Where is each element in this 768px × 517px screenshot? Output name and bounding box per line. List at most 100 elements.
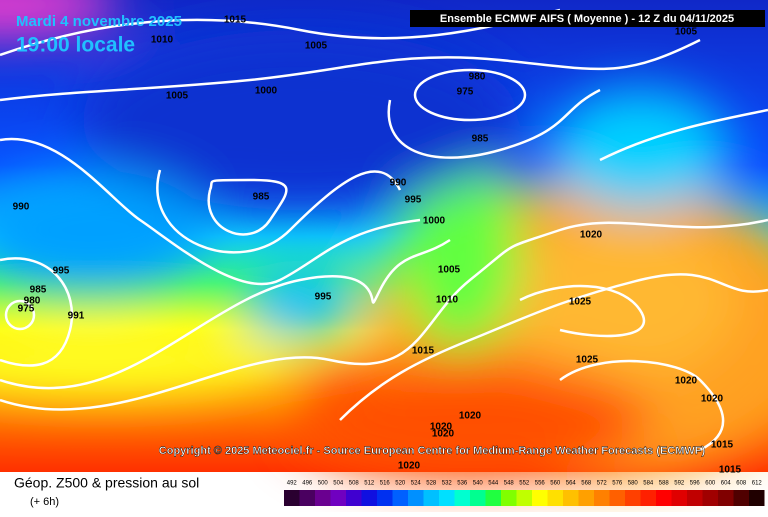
isobar-label: 1020 — [580, 230, 603, 241]
isobars — [0, 8, 768, 452]
isobar-label: 1020 — [675, 376, 698, 387]
scale-label: 524 — [411, 481, 422, 487]
date: Mardi 4 novembre 2025 — [16, 13, 182, 30]
isobar-label: 1005 — [305, 41, 328, 52]
copyright: Copyright © 2025 Meteociel.fr - Source E… — [159, 445, 706, 457]
isobar-label: 1025 — [576, 355, 599, 366]
scale-label: 508 — [349, 481, 360, 487]
isobar-label: 995 — [53, 266, 70, 277]
scale-swatch — [532, 490, 548, 506]
isobar-label: 1005 — [166, 91, 189, 102]
scale-label: 588 — [659, 481, 670, 487]
scale-swatch — [361, 490, 377, 506]
isobar-label: 1005 — [675, 27, 698, 38]
scale-label: 548 — [504, 481, 515, 487]
scale-swatch — [656, 490, 672, 506]
scale-swatch — [563, 490, 579, 506]
scale-swatch — [702, 490, 718, 506]
scale-label: 532 — [442, 481, 453, 487]
scale-swatch — [749, 490, 765, 506]
isobar-label: 1010 — [151, 35, 174, 46]
isobar-label: 1025 — [569, 297, 592, 308]
scale-label: 504 — [333, 481, 344, 487]
scale-label: 492 — [287, 481, 298, 487]
isobar-label: 995 — [315, 292, 332, 303]
scale-swatch — [671, 490, 687, 506]
isobar-label: 1005 — [438, 265, 461, 276]
scale-label: 500 — [318, 481, 329, 487]
scale-label: 516 — [380, 481, 391, 487]
scale-label: 496 — [302, 481, 313, 487]
isobar-label: 1020 — [701, 394, 724, 405]
isobar-label: 1015 — [711, 440, 734, 451]
scale-label: 540 — [473, 481, 484, 487]
scale-swatch — [718, 490, 734, 506]
scale-swatch — [501, 490, 517, 506]
isobar-label: 1000 — [255, 86, 278, 97]
scale-label: 552 — [519, 481, 530, 487]
scale-swatch — [330, 490, 346, 506]
scale-label: 520 — [395, 481, 406, 487]
isobar-label: 1020 — [432, 429, 455, 440]
scale-swatch — [284, 490, 300, 506]
scale-swatch — [485, 490, 501, 506]
isobar-label: 990 — [13, 202, 30, 213]
isobar-label: 1015 — [719, 465, 742, 476]
model-box — [410, 10, 765, 27]
isobar-label: 975 — [18, 304, 35, 315]
scale-label: 580 — [628, 481, 639, 487]
scale-swatch — [423, 490, 439, 506]
scale-label: 576 — [612, 481, 623, 487]
scale-label: 568 — [581, 481, 592, 487]
scale-swatch — [625, 490, 641, 506]
legend-step: (+ 6h) — [30, 496, 59, 508]
model: Ensemble ECMWF AIFS ( Moyenne ) - 12 Z d… — [440, 13, 734, 25]
scale-swatch — [640, 490, 656, 506]
scale-swatch — [454, 490, 470, 506]
scale-swatch — [578, 490, 594, 506]
scale-label: 612 — [752, 481, 763, 487]
scale-label: 528 — [426, 481, 437, 487]
scale-swatch — [408, 490, 424, 506]
scale-label: 608 — [736, 481, 747, 487]
legend-title: Géop. Z500 & pression au sol — [14, 475, 199, 491]
isobar-label: 995 — [405, 195, 422, 206]
scale-label: 584 — [643, 481, 654, 487]
scale-label: 556 — [535, 481, 546, 487]
isobar-label: 1010 — [436, 295, 459, 306]
isobar-label: 1015 — [224, 15, 247, 26]
isobar-label: 1015 — [412, 346, 435, 357]
scale-label: 544 — [488, 481, 499, 487]
scale-swatch — [609, 490, 625, 506]
isobar-label: 985 — [472, 134, 489, 145]
isobar-label: 985 — [30, 285, 47, 296]
isobar-label: 1020 — [459, 411, 482, 422]
scale-swatch — [346, 490, 362, 506]
scale-swatch — [516, 490, 532, 506]
isobar-label: 1020 — [398, 461, 421, 472]
time: 19:00 locale — [16, 34, 135, 57]
scale-label: 512 — [364, 481, 375, 487]
isobar-label: 980 — [24, 296, 41, 307]
scale-swatch — [594, 490, 610, 506]
scale-label: 596 — [690, 481, 701, 487]
scale-swatch — [439, 490, 455, 506]
scale-label: 536 — [457, 481, 468, 487]
scale-label: 560 — [550, 481, 561, 487]
scale-swatch — [299, 490, 315, 506]
isobar-label: 1000 — [423, 216, 446, 227]
scale-swatch — [687, 490, 703, 506]
scale-swatch — [377, 490, 393, 506]
scale-label: 572 — [597, 481, 608, 487]
scale-label: 600 — [705, 481, 716, 487]
scale-swatch — [547, 490, 563, 506]
scale-label: 604 — [721, 481, 732, 487]
isobar-label: 985 — [253, 192, 270, 203]
scale-label: 592 — [674, 481, 685, 487]
scale-swatch — [470, 490, 486, 506]
isobar-label: 980 — [469, 72, 486, 83]
scale-label: 564 — [566, 481, 577, 487]
scale-swatch — [392, 490, 408, 506]
isobar-label: 1020 — [430, 422, 453, 433]
